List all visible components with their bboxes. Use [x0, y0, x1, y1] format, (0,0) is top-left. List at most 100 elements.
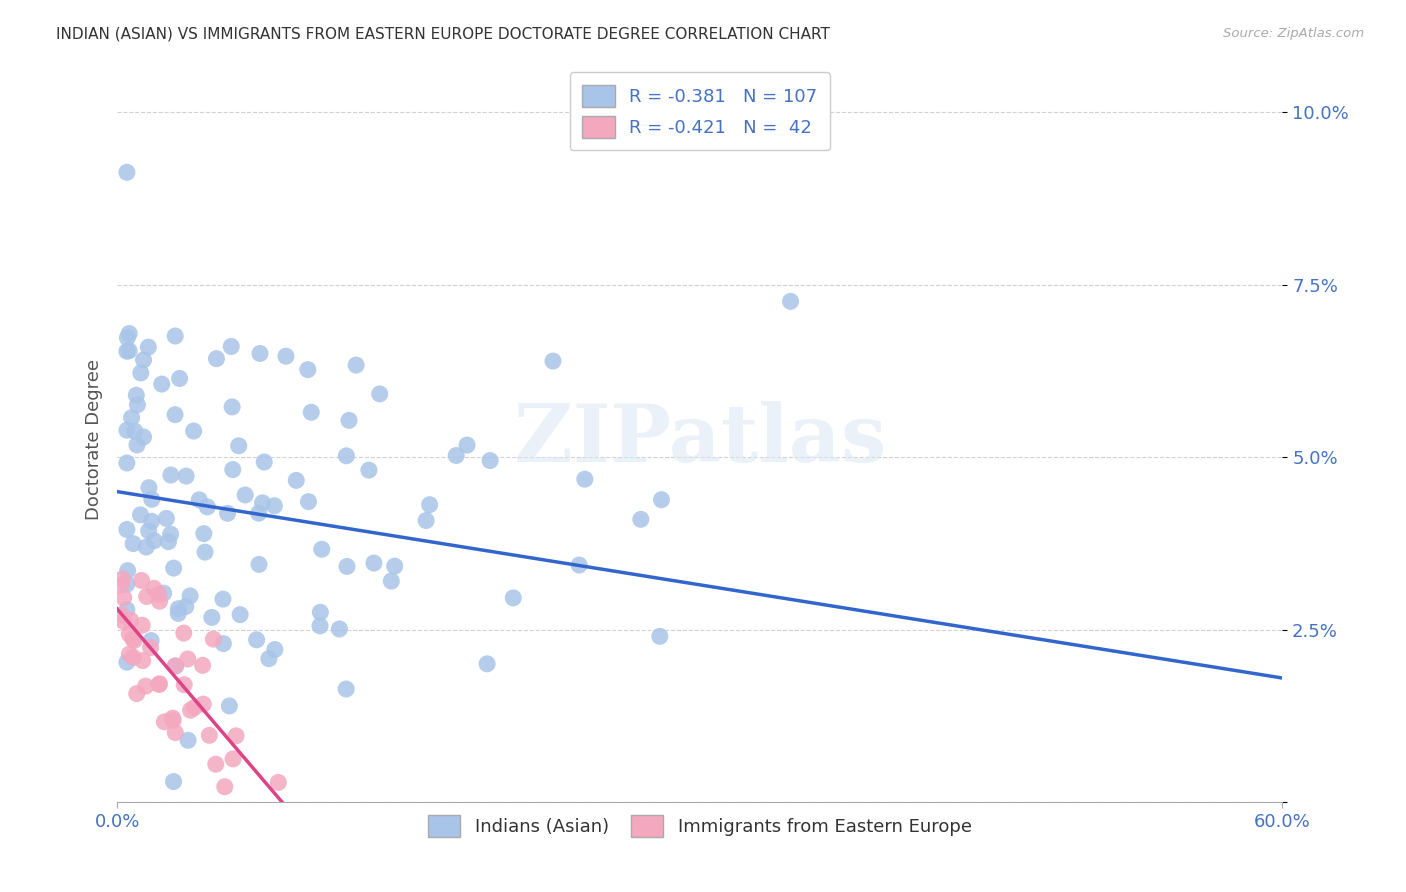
Point [162, 774, 184, 789]
Point [299, 405, 322, 419]
Point [117, 331, 139, 345]
Point [127, 398, 149, 412]
Point [456, 438, 478, 452]
Point [165, 659, 187, 673]
Point [217, 506, 239, 520]
Point [212, 636, 235, 650]
Point [246, 632, 269, 647]
Point [143, 533, 166, 548]
Point [309, 605, 332, 619]
Point [233, 488, 256, 502]
Point [285, 474, 308, 488]
Point [139, 640, 162, 655]
Point [118, 326, 141, 341]
Point [141, 492, 163, 507]
Point [121, 632, 143, 646]
Point [218, 698, 240, 713]
Point [202, 632, 225, 647]
Point [131, 618, 153, 632]
Point [110, 607, 132, 622]
Point [125, 687, 148, 701]
Point [183, 700, 205, 714]
Point [131, 574, 153, 588]
Point [135, 679, 157, 693]
Legend: Indians (Asian), Immigrants from Eastern Europe: Indians (Asian), Immigrants from Eastern… [420, 807, 979, 844]
Point [204, 757, 226, 772]
Point [157, 534, 180, 549]
Point [193, 697, 215, 711]
Point [173, 678, 195, 692]
Point [118, 343, 141, 358]
Point [335, 681, 357, 696]
Point [115, 165, 138, 179]
Point [159, 527, 181, 541]
Point [138, 524, 160, 538]
Point [115, 456, 138, 470]
Point [363, 556, 385, 570]
Point [125, 438, 148, 452]
Point [297, 494, 319, 508]
Point [115, 344, 138, 359]
Point [179, 589, 201, 603]
Point [177, 733, 200, 747]
Point [205, 351, 228, 366]
Point [169, 371, 191, 385]
Point [180, 703, 202, 717]
Point [165, 329, 187, 343]
Point [568, 558, 591, 572]
Point [148, 677, 170, 691]
Point [122, 536, 145, 550]
Point [309, 619, 332, 633]
Point [336, 559, 359, 574]
Point [129, 508, 152, 522]
Point [135, 540, 157, 554]
Point [198, 728, 221, 742]
Point [117, 564, 139, 578]
Point [174, 599, 197, 614]
Point [311, 542, 333, 557]
Point [115, 602, 138, 616]
Point [115, 523, 138, 537]
Point [152, 586, 174, 600]
Point [162, 711, 184, 725]
Point [228, 439, 250, 453]
Point [118, 647, 141, 661]
Point [167, 607, 190, 621]
Point [214, 780, 236, 794]
Point [267, 775, 290, 789]
Point [115, 423, 138, 437]
Point [541, 354, 564, 368]
Point [155, 511, 177, 525]
Point [252, 496, 274, 510]
Point [221, 400, 243, 414]
Point [249, 346, 271, 360]
Point [368, 387, 391, 401]
Point [297, 362, 319, 376]
Point [153, 714, 176, 729]
Point [165, 408, 187, 422]
Point [110, 578, 132, 592]
Point [444, 449, 467, 463]
Point [122, 633, 145, 648]
Point [124, 425, 146, 439]
Point [335, 449, 357, 463]
Point [344, 358, 367, 372]
Point [162, 714, 184, 728]
Point [115, 655, 138, 669]
Point [247, 506, 270, 520]
Point [122, 650, 145, 665]
Point [135, 590, 157, 604]
Point [193, 526, 215, 541]
Point [183, 424, 205, 438]
Point [141, 514, 163, 528]
Point [167, 601, 190, 615]
Point [138, 340, 160, 354]
Point [138, 481, 160, 495]
Point [173, 626, 195, 640]
Point [225, 729, 247, 743]
Point [132, 654, 155, 668]
Point [148, 677, 170, 691]
Point [263, 642, 285, 657]
Point [257, 651, 280, 665]
Point [132, 353, 155, 368]
